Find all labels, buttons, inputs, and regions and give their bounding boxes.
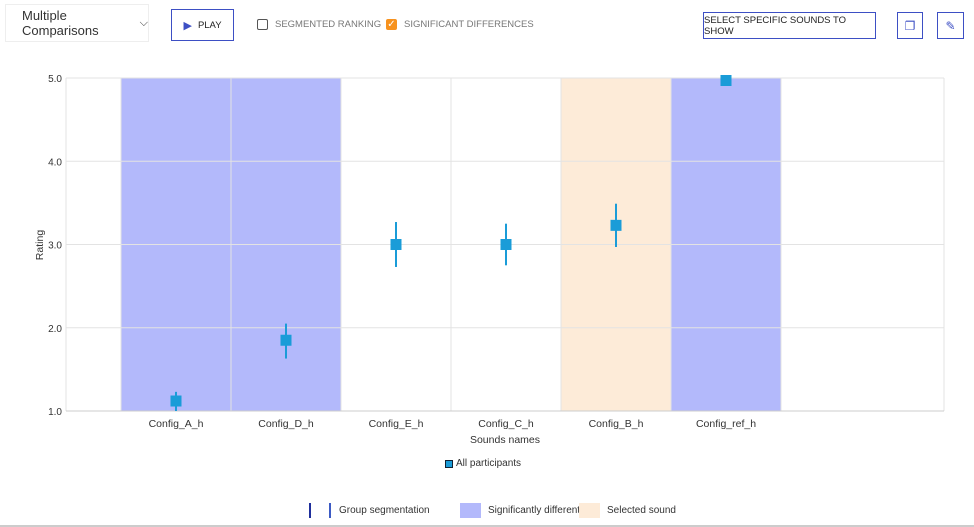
play-label: PLAY	[197, 19, 222, 31]
data-point	[720, 74, 732, 86]
select-sounds-button[interactable]: SELECT SPECIFIC SOUNDS TO SHOW	[703, 12, 876, 39]
significant-differences-checkbox[interactable]: ✓ SIGNIFICANT DIFFERENCES	[386, 19, 534, 30]
x-tick-label: Config_D_h	[258, 418, 314, 430]
play-icon: ▶	[183, 19, 192, 32]
y-tick-label: 4.0	[48, 157, 62, 168]
legend-label: Selected sound	[607, 505, 676, 516]
series-name: All participants	[456, 458, 522, 469]
legend-significantly-different: Significantly different	[460, 503, 580, 518]
x-tick-label: Config_ref_h	[696, 418, 756, 430]
divider	[0, 525, 974, 527]
legend-group-segmentation: Group segmentation	[309, 503, 430, 518]
chart: 1.0 2.0 3.0 4.0 5.0 Config_A_h Config_D_h Confi…	[34, 74, 945, 446]
x-axis-title: Sounds names	[470, 434, 540, 446]
chevron-down-icon: ⌵	[139, 16, 148, 29]
copy-icon: ❐	[904, 18, 916, 33]
data-point	[610, 219, 622, 231]
y-tick-label: 3.0	[48, 241, 62, 252]
swatch	[579, 503, 600, 518]
x-tick-label: Config_C_h	[478, 418, 534, 430]
y-tick-label: 2.0	[48, 324, 62, 335]
view-select-value: Multiple Comparisons	[22, 8, 99, 38]
pencil-icon: ✎	[945, 18, 956, 33]
legend-all-participants[interactable]: All participants	[445, 458, 521, 469]
data-point	[280, 334, 292, 346]
data-point	[500, 239, 512, 250]
y-tick-label: 5.0	[48, 74, 62, 85]
y-axis-title: Rating	[34, 230, 46, 261]
segmented-ranking-checkbox[interactable]: SEGMENTED RANKING	[257, 19, 381, 30]
segmented-ranking-label: SEGMENTED RANKING	[275, 19, 382, 30]
segmentation-line-icon	[329, 503, 331, 518]
legend-label: Group segmentation	[339, 505, 430, 516]
legend-label: Significantly different	[488, 505, 581, 516]
edit-button[interactable]: ✎	[937, 12, 964, 39]
data-point	[170, 395, 182, 407]
x-tick-label: Config_E_h	[369, 418, 424, 430]
view-select[interactable]: Multiple Comparisons ⌵	[5, 4, 149, 42]
x-tick-label: Config_B_h	[589, 418, 644, 430]
y-tick-label: 1.0	[48, 407, 62, 418]
data-point	[390, 239, 402, 250]
x-tick-label: Config_A_h	[149, 418, 204, 430]
checkbox-checked-icon: ✓	[386, 19, 397, 30]
play-button[interactable]: ▶ PLAY	[171, 9, 234, 41]
square-marker-icon	[445, 459, 453, 468]
select-sounds-label: SELECT SPECIFIC SOUNDS TO SHOW	[704, 14, 847, 37]
swatch	[460, 503, 481, 518]
copy-button[interactable]: ❐	[897, 12, 923, 39]
significant-differences-label: SIGNIFICANT DIFFERENCES	[404, 19, 534, 30]
legend-selected-sound: Selected sound	[579, 503, 676, 518]
checkbox-unchecked-icon	[257, 19, 268, 30]
segmentation-line-icon	[309, 503, 311, 518]
